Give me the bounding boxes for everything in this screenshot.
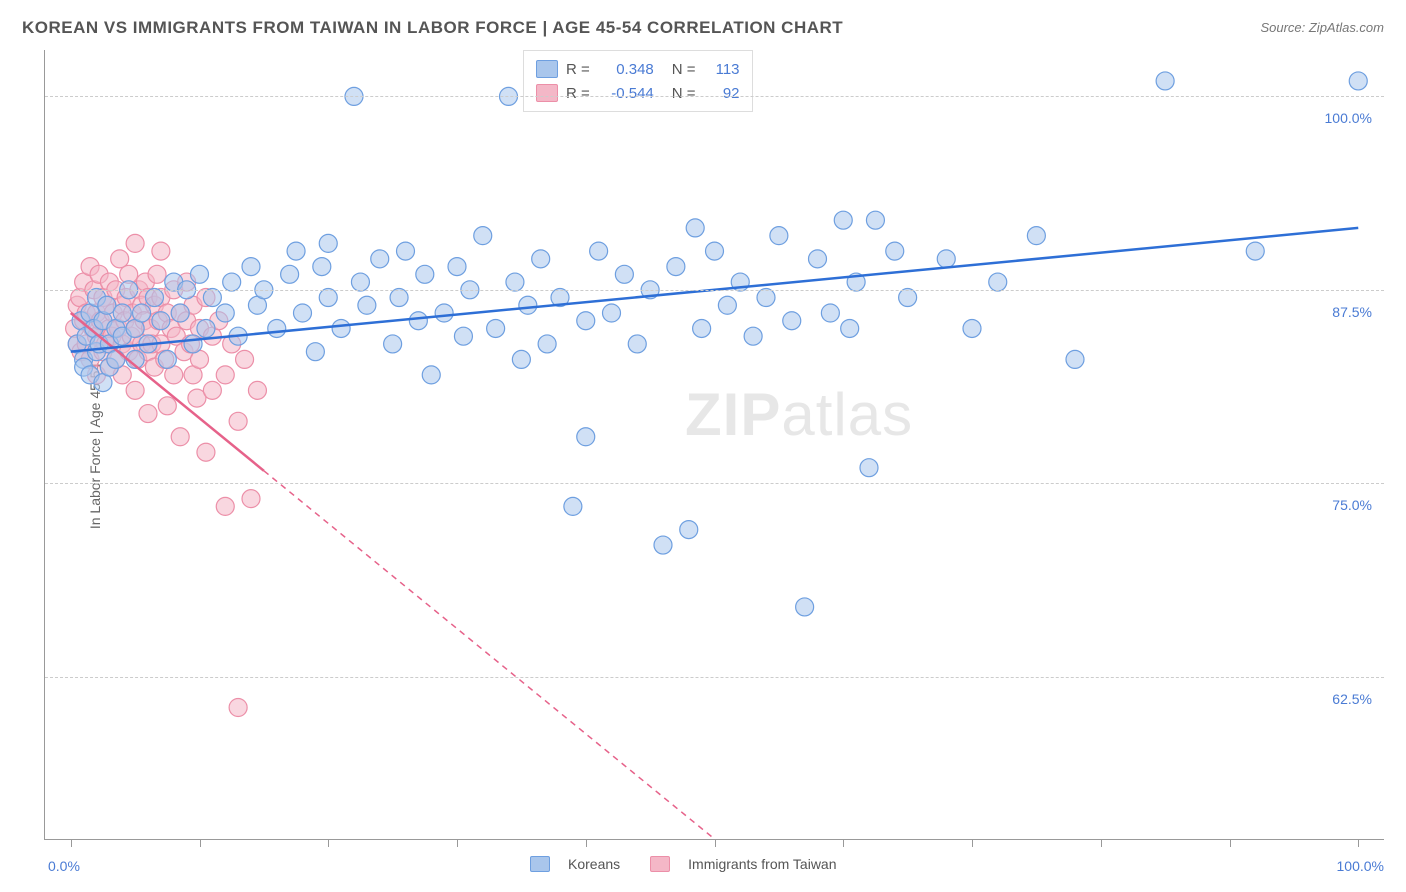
x-tick-100: 100.0% — [1337, 858, 1384, 874]
r-value-taiwan: -0.544 — [598, 85, 654, 102]
series-label-taiwan: Immigrants from Taiwan — [688, 856, 836, 872]
n-value-koreans: 113 — [704, 61, 740, 78]
source-link[interactable]: ZipAtlas.com — [1309, 20, 1384, 35]
series-swatch-taiwan — [650, 856, 670, 872]
series-swatch-koreans — [530, 856, 550, 872]
y-tick-label: 62.5% — [1332, 691, 1372, 707]
series-label-koreans: Koreans — [568, 856, 620, 872]
r-value-koreans: 0.348 — [598, 61, 654, 78]
series-legend: Koreans Immigrants from Taiwan — [530, 856, 837, 872]
legend-row-taiwan: R = -0.544 N = 92 — [536, 81, 740, 105]
plot-svg — [45, 50, 1384, 839]
correlation-legend: R = 0.348 N = 113 R = -0.544 N = 92 — [523, 50, 753, 112]
x-tick-0: 0.0% — [48, 858, 80, 874]
chart-title: KOREAN VS IMMIGRANTS FROM TAIWAN IN LABO… — [22, 18, 843, 38]
y-tick-label: 87.5% — [1332, 304, 1372, 320]
y-tick-label: 100.0% — [1325, 110, 1372, 126]
source-prefix: Source: — [1260, 20, 1308, 35]
legend-swatch-koreans — [536, 60, 558, 78]
n-label: N = — [672, 61, 696, 78]
legend-swatch-taiwan — [536, 84, 558, 102]
scatter-chart: ZIPatlas R = 0.348 N = 113 R = -0.544 N … — [44, 50, 1384, 840]
source-attribution: Source: ZipAtlas.com — [1260, 20, 1384, 35]
legend-row-koreans: R = 0.348 N = 113 — [536, 57, 740, 81]
r-label: R = — [566, 85, 590, 102]
n-label: N = — [672, 85, 696, 102]
r-label: R = — [566, 61, 590, 78]
n-value-taiwan: 92 — [704, 85, 740, 102]
y-tick-label: 75.0% — [1332, 497, 1372, 513]
